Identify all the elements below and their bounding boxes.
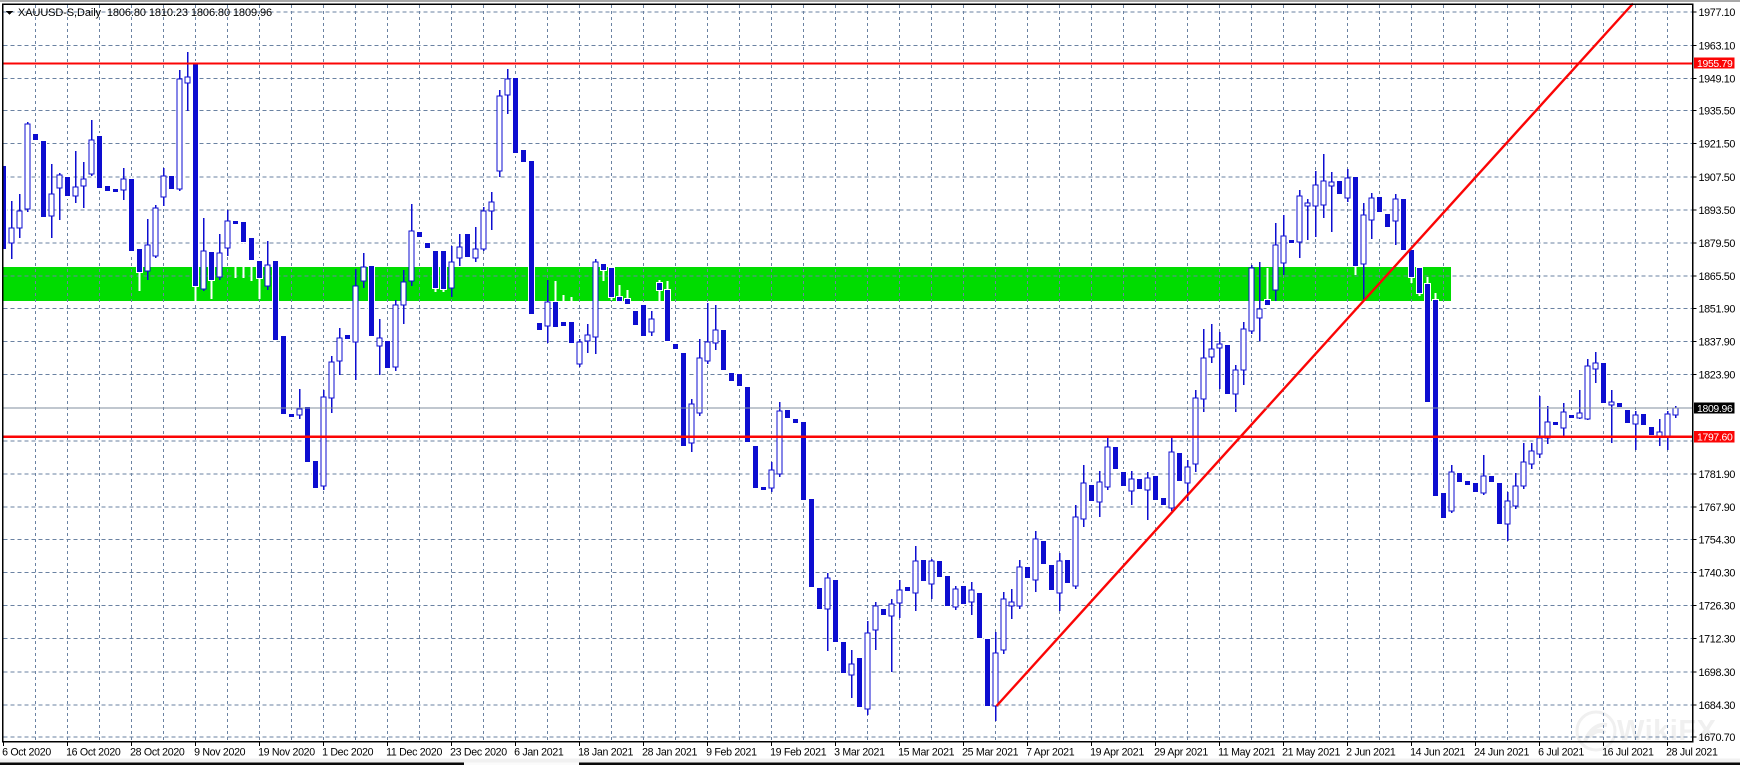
svg-text:1767.90: 1767.90 xyxy=(1699,502,1736,514)
svg-text:9 Feb 2021: 9 Feb 2021 xyxy=(706,747,757,759)
svg-text:16 Jul 2021: 16 Jul 2021 xyxy=(1602,747,1654,759)
svg-text:1670.70: 1670.70 xyxy=(1699,732,1736,744)
svg-text:1740.30: 1740.30 xyxy=(1699,568,1736,580)
svg-text:28 Oct 2020: 28 Oct 2020 xyxy=(130,747,185,759)
svg-text:29 Apr 2021: 29 Apr 2021 xyxy=(1154,747,1208,759)
svg-text:1726.30: 1726.30 xyxy=(1699,601,1736,613)
svg-text:7 Apr 2021: 7 Apr 2021 xyxy=(1026,747,1075,759)
svg-text:16 Oct 2020: 16 Oct 2020 xyxy=(66,747,121,759)
svg-text:1754.30: 1754.30 xyxy=(1699,534,1736,546)
svg-text:XAUUSD-S,Daily 1806.80 1810.2: XAUUSD-S,Daily 1806.80 1810.23 1806.80 1… xyxy=(18,7,272,19)
svg-text:19 Feb 2021: 19 Feb 2021 xyxy=(770,747,827,759)
svg-text:1977.10: 1977.10 xyxy=(1699,7,1736,19)
svg-text:1949.10: 1949.10 xyxy=(1699,73,1736,85)
svg-text:1963.10: 1963.10 xyxy=(1699,40,1736,52)
svg-text:23 Dec 2020: 23 Dec 2020 xyxy=(450,747,507,759)
svg-text:28 Jan 2021: 28 Jan 2021 xyxy=(642,747,697,759)
svg-text:1823.90: 1823.90 xyxy=(1699,370,1736,382)
svg-text:1935.50: 1935.50 xyxy=(1699,106,1736,118)
svg-text:19 Apr 2021: 19 Apr 2021 xyxy=(1090,747,1144,759)
svg-text:15 Mar 2021: 15 Mar 2021 xyxy=(898,747,955,759)
svg-text:14 Jun 2021: 14 Jun 2021 xyxy=(1410,747,1465,759)
svg-text:3 Mar 2021: 3 Mar 2021 xyxy=(834,747,885,759)
svg-text:1851.90: 1851.90 xyxy=(1699,303,1736,315)
svg-text:1879.50: 1879.50 xyxy=(1699,238,1736,250)
svg-text:1712.30: 1712.30 xyxy=(1699,634,1736,646)
svg-text:1684.30: 1684.30 xyxy=(1699,700,1736,712)
svg-text:9 Nov 2020: 9 Nov 2020 xyxy=(194,747,246,759)
svg-text:6 Jan 2021: 6 Jan 2021 xyxy=(514,747,564,759)
svg-text:1837.90: 1837.90 xyxy=(1699,337,1736,349)
svg-text:6 Oct 2020: 6 Oct 2020 xyxy=(2,747,51,759)
svg-text:21 May 2021: 21 May 2021 xyxy=(1282,747,1340,759)
svg-text:1955.79: 1955.79 xyxy=(1697,59,1733,70)
svg-text:18 Jan 2021: 18 Jan 2021 xyxy=(578,747,633,759)
svg-text:24 Jun 2021: 24 Jun 2021 xyxy=(1474,747,1529,759)
svg-text:6 Jul 2021: 6 Jul 2021 xyxy=(1538,747,1584,759)
svg-text:1865.50: 1865.50 xyxy=(1699,271,1736,283)
svg-text:28 Jul 2021: 28 Jul 2021 xyxy=(1666,747,1718,759)
svg-text:1921.50: 1921.50 xyxy=(1699,139,1736,151)
svg-text:1907.50: 1907.50 xyxy=(1699,172,1736,184)
svg-text:1809.96: 1809.96 xyxy=(1697,404,1733,415)
svg-text:2 Jun 2021: 2 Jun 2021 xyxy=(1346,747,1396,759)
svg-text:1 Dec 2020: 1 Dec 2020 xyxy=(322,747,374,759)
svg-text:19 Nov 2020: 19 Nov 2020 xyxy=(258,747,315,759)
svg-text:1698.30: 1698.30 xyxy=(1699,667,1736,679)
svg-text:1781.90: 1781.90 xyxy=(1699,469,1736,481)
svg-text:1893.50: 1893.50 xyxy=(1699,205,1736,217)
svg-text:25 Mar 2021: 25 Mar 2021 xyxy=(962,747,1019,759)
svg-text:11 Dec 2020: 11 Dec 2020 xyxy=(386,747,442,759)
svg-text:11 May 2021: 11 May 2021 xyxy=(1218,747,1276,759)
svg-text:1797.60: 1797.60 xyxy=(1697,433,1733,444)
